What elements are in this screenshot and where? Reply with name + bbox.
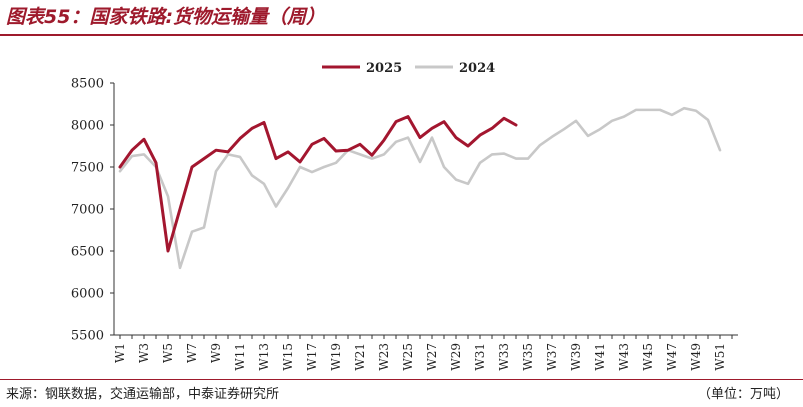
x-tick-label: W5 xyxy=(161,343,175,363)
x-tick-label: W17 xyxy=(305,343,319,371)
title-divider xyxy=(0,34,803,36)
series-line-2024 xyxy=(118,106,722,270)
x-tick-label: W11 xyxy=(233,343,247,371)
x-tick-label: W49 xyxy=(689,343,703,371)
line-chart: 5500 6000 6500 7000 7500 8000 8500 W1 W3 W5 W7 W9 W1… xyxy=(71,61,738,371)
x-tick-label: W35 xyxy=(521,343,535,371)
x-tick-label: W33 xyxy=(497,343,511,371)
x-tick-label: W19 xyxy=(329,343,343,371)
legend-label-2025: 2025 xyxy=(366,61,402,76)
y-tick-label: 5500 xyxy=(71,329,104,344)
x-tick-label: W37 xyxy=(545,343,559,371)
footer-divider xyxy=(0,379,803,380)
y-tick-label: 8500 xyxy=(71,77,104,92)
x-tick-label: W39 xyxy=(569,343,583,371)
x-tick-label: W43 xyxy=(617,343,631,371)
x-tick-label: W1 xyxy=(113,343,127,363)
x-tick-label: W13 xyxy=(257,343,271,371)
x-tick-label: W21 xyxy=(353,343,367,371)
x-tick-label: W45 xyxy=(641,343,655,371)
y-tick-label: 6000 xyxy=(71,287,104,302)
x-tick-label: W3 xyxy=(137,343,151,363)
x-tick-label: W25 xyxy=(401,343,415,371)
y-tick-label: 8000 xyxy=(71,119,104,134)
x-tick-label: W15 xyxy=(281,343,295,371)
x-tick-label: W31 xyxy=(473,343,487,371)
y-tick-label: 6500 xyxy=(71,245,104,260)
x-tick-label: W7 xyxy=(185,343,199,363)
x-tick-label: W41 xyxy=(593,343,607,371)
x-tick-label: W51 xyxy=(713,343,727,371)
x-tick-label: W29 xyxy=(449,343,463,371)
figure-title: 图表55：国家铁路:货物运输量（周） xyxy=(6,6,326,28)
x-tick-label: W47 xyxy=(665,343,679,371)
x-tick-label: W27 xyxy=(425,343,439,371)
x-tick-label: W9 xyxy=(209,343,223,363)
source-note: 来源：钢联数据，交通运输部，中泰证券研究所 xyxy=(6,387,280,402)
y-tick-label: 7000 xyxy=(71,203,104,218)
unit-note: （单位：万吨） xyxy=(697,387,789,402)
x-tick-label: W23 xyxy=(377,343,391,371)
series-line-2025 xyxy=(118,115,518,253)
legend-label-2024: 2024 xyxy=(459,61,495,76)
y-tick-label: 7500 xyxy=(71,161,104,176)
